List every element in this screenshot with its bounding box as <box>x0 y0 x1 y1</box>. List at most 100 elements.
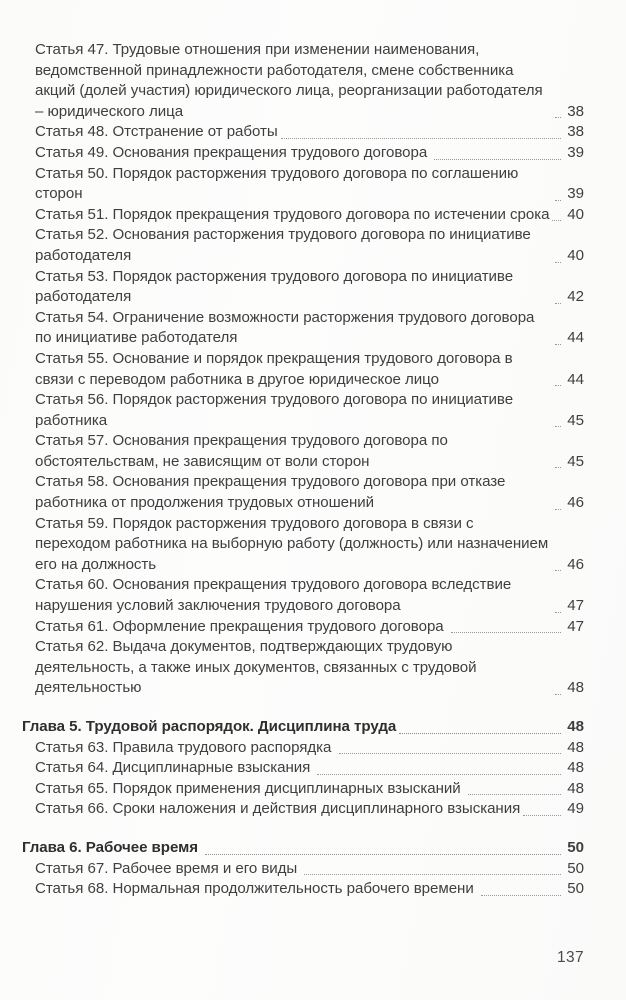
dot-leader <box>338 753 561 755</box>
toc-article-entry[interactable]: Статья 54. Ограничение возможности расто… <box>22 308 584 349</box>
dot-leader <box>555 117 561 119</box>
toc-entry-title: Статья 49. Основания прекращения трудово… <box>35 143 432 161</box>
dot-leader <box>205 853 561 855</box>
toc-article-entry[interactable]: Статья 61. Оформление прекращения трудов… <box>22 617 584 638</box>
toc-entry-title: Статья 56. Порядок расторжения трудового… <box>35 391 518 429</box>
toc-entry-title: Статья 66. Сроки наложения и действия ди… <box>35 800 521 818</box>
table-of-contents: Статья 47. Трудовые отношения при измене… <box>22 40 584 900</box>
dot-leader <box>555 199 561 201</box>
toc-entry-page-number: 44 <box>567 329 584 347</box>
toc-entry-title: Статья 68. Нормальная продолжительность … <box>35 880 478 898</box>
toc-entry-page-number: 44 <box>567 370 584 388</box>
toc-entry-title: Статья 51. Порядок прекращения трудового… <box>35 205 550 223</box>
toc-entry-title: Глава 5. Трудовой распорядок. Дисциплина… <box>22 718 397 735</box>
section-spacer <box>22 699 584 717</box>
toc-entry-page-number: 46 <box>567 555 584 573</box>
toc-entry-title: Глава 6. Рабочее время <box>22 838 203 856</box>
toc-entry-page-number: 48 <box>567 679 584 697</box>
toc-entry-page-number: 38 <box>567 102 584 120</box>
toc-chapter-entry[interactable]: Глава 5. Трудовой распорядок. Дисциплина… <box>22 717 584 738</box>
toc-entry-page-number: 48 <box>567 779 584 797</box>
toc-article-entry[interactable]: Статья 62. Выдача документов, подтвержда… <box>22 637 584 699</box>
toc-article-entry[interactable]: Статья 47. Трудовые отношения при измене… <box>22 40 584 122</box>
toc-article-entry[interactable]: Статья 63. Правила трудового распорядка … <box>22 738 584 759</box>
toc-article-entry[interactable]: Статья 67. Рабочее время и его виды 50 <box>22 859 584 880</box>
toc-article-entry[interactable]: Статья 50. Порядок расторжения трудового… <box>22 164 584 205</box>
toc-entry-page-number: 45 <box>567 411 584 429</box>
toc-article-entry[interactable]: Статья 58. Основания прекращения трудово… <box>22 472 584 513</box>
dot-leader <box>552 220 561 222</box>
toc-entry-title: Статья 61. Оформление прекращения трудов… <box>35 617 448 635</box>
toc-entry-page-number: 39 <box>567 143 584 161</box>
toc-entry-page-number: 48 <box>567 718 584 735</box>
toc-entry-title: Статья 57. Основания прекращения трудово… <box>35 432 452 470</box>
dot-leader <box>304 874 561 876</box>
dot-leader <box>434 158 561 160</box>
toc-chapter-entry[interactable]: Глава 6. Рабочее время 50 <box>22 838 584 859</box>
page-number: 137 <box>556 949 584 966</box>
toc-entry-page-number: 42 <box>567 288 584 306</box>
toc-entry-page-number: 49 <box>567 800 584 818</box>
dot-leader <box>555 261 561 263</box>
toc-article-entry[interactable]: Статья 49. Основания прекращения трудово… <box>22 143 584 164</box>
toc-entry-page-number: 50 <box>567 880 584 898</box>
toc-entry-page-number: 39 <box>567 185 584 203</box>
toc-entry-title: Статья 47. Трудовые отношения при измене… <box>35 41 547 120</box>
dot-leader <box>555 611 561 613</box>
toc-entry-title: Статья 53. Порядок расторжения трудового… <box>35 267 518 306</box>
toc-article-entry[interactable]: Статья 66. Сроки наложения и действия ди… <box>22 799 584 820</box>
toc-entry-page-number: 40 <box>567 205 584 223</box>
dot-leader <box>555 467 561 469</box>
toc-entry-page-number: 46 <box>567 494 584 512</box>
toc-entry-page-number: 40 <box>567 246 584 264</box>
toc-entry-title: Статья 55. Основание и порядок прекращен… <box>35 349 517 388</box>
toc-article-entry[interactable]: Статья 52. Основания расторжения трудово… <box>22 225 584 266</box>
toc-article-entry[interactable]: Статья 68. Нормальная продолжительность … <box>22 879 584 900</box>
dot-leader <box>555 343 561 345</box>
toc-entry-page-number: 50 <box>567 838 584 856</box>
toc-article-entry[interactable]: Статья 55. Основание и порядок прекращен… <box>22 349 584 390</box>
toc-entry-title: Статья 52. Основания расторжения трудово… <box>35 226 535 264</box>
toc-entry-title: Статья 65. Порядок применения дисциплина… <box>35 779 465 797</box>
toc-entry-page-number: 47 <box>567 617 584 635</box>
dot-leader <box>450 632 561 634</box>
toc-entry-title: Статья 54. Ограничение возможности расто… <box>35 308 539 347</box>
dot-leader <box>523 814 561 816</box>
toc-entry-page-number: 50 <box>567 859 584 877</box>
toc-article-entry[interactable]: Статья 57. Основания прекращения трудово… <box>22 431 584 472</box>
toc-entry-title: Статья 50. Порядок расторжения трудового… <box>35 164 523 203</box>
dot-leader <box>555 302 561 304</box>
toc-article-entry[interactable]: Статья 56. Порядок расторжения трудового… <box>22 390 584 431</box>
toc-article-entry[interactable]: Статья 48. Отстранение от работы 38 <box>22 122 584 143</box>
toc-entry-title: Статья 62. Выдача документов, подтвержда… <box>35 638 481 697</box>
toc-entry-page-number: 45 <box>567 452 584 470</box>
dot-leader <box>555 570 561 572</box>
toc-article-entry[interactable]: Статья 59. Порядок расторжения трудового… <box>22 514 584 576</box>
toc-article-entry[interactable]: Статья 64. Дисциплинарные взыскания 48 <box>22 758 584 779</box>
toc-article-entry[interactable]: Статья 65. Порядок применения дисциплина… <box>22 779 584 800</box>
dot-leader <box>480 894 561 896</box>
dot-leader <box>317 773 561 775</box>
toc-entry-page-number: 47 <box>567 597 584 615</box>
toc-entry-title: Статья 48. Отстранение от работы <box>35 123 278 141</box>
dot-leader <box>467 794 561 796</box>
toc-entry-page-number: 38 <box>567 123 584 141</box>
dot-leader <box>555 694 561 695</box>
toc-article-entry[interactable]: Статья 60. Основания прекращения трудово… <box>22 575 584 616</box>
dot-leader <box>555 508 561 510</box>
toc-entry-title: Статья 67. Рабочее время и его виды <box>35 859 302 877</box>
toc-entry-page-number: 48 <box>567 738 584 756</box>
toc-article-entry[interactable]: Статья 53. Порядок расторжения трудового… <box>22 267 584 308</box>
section-spacer <box>22 820 584 838</box>
dot-leader <box>555 426 561 428</box>
toc-article-entry[interactable]: Статья 51. Порядок прекращения трудового… <box>22 205 584 226</box>
toc-entry-title: Статья 59. Порядок расторжения трудового… <box>35 514 553 573</box>
dot-leader <box>280 137 561 139</box>
toc-entry-page-number: 48 <box>567 759 584 777</box>
toc-entry-title: Статья 60. Основания прекращения трудово… <box>35 576 516 615</box>
dot-leader <box>555 385 561 387</box>
toc-entry-title: Статья 58. Основания прекращения трудово… <box>35 473 510 512</box>
toc-entry-title: Статья 63. Правила трудового распорядка <box>35 738 336 756</box>
dot-leader <box>399 732 561 734</box>
